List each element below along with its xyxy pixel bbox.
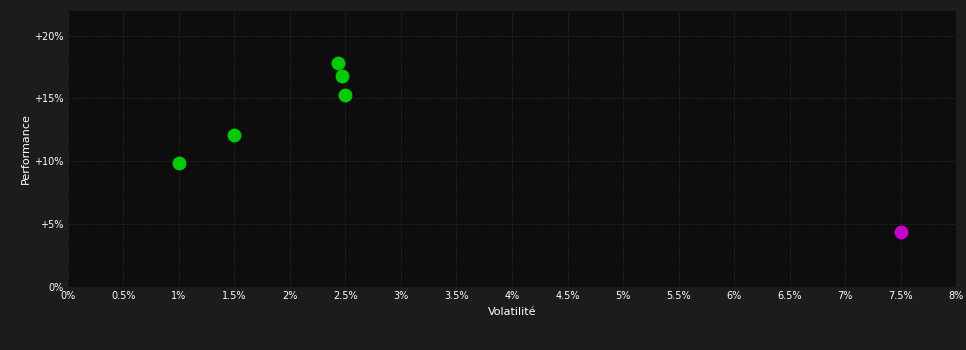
Y-axis label: Performance: Performance	[21, 113, 31, 184]
Point	[329, 61, 345, 66]
X-axis label: Volatilité: Volatilité	[488, 307, 536, 317]
Point	[334, 73, 350, 79]
Point	[338, 92, 354, 98]
Point	[893, 229, 908, 234]
Point	[171, 160, 186, 165]
Point	[226, 132, 242, 138]
